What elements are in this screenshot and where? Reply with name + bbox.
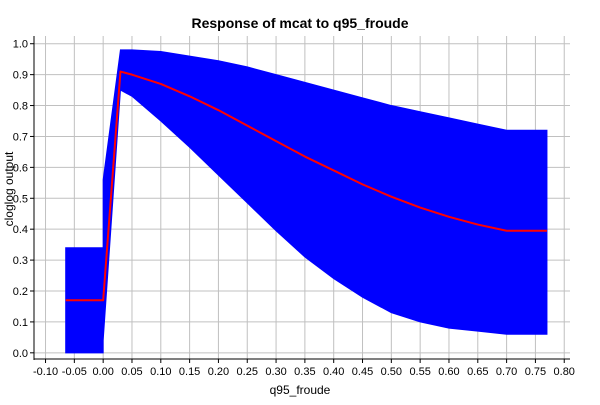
- mean-response-line: [65, 70, 547, 302]
- x-tick-label: 0.15: [179, 366, 200, 378]
- confidence-band: [65, 49, 548, 354]
- x-tick-label: 0.40: [323, 366, 344, 378]
- chart-title: Response of mcat to q95_froude: [191, 15, 408, 31]
- y-tick-label: 0.6: [13, 162, 28, 174]
- y-tick-label: 0.2: [13, 286, 28, 298]
- x-tick-label: 0.70: [496, 366, 517, 378]
- y-tick-label: 0.0: [13, 348, 28, 360]
- x-axis-label: q95_froude: [270, 383, 331, 397]
- x-tick-label: 0.75: [525, 366, 546, 378]
- x-tick-label: 0.65: [467, 366, 488, 378]
- mean-response-path: [65, 70, 547, 302]
- y-tick-label: 0.8: [13, 101, 28, 113]
- y-tick-label: 1.0: [13, 39, 28, 51]
- x-tick-label: 0.00: [92, 366, 113, 378]
- y-tick-label: 0.5: [13, 193, 28, 205]
- x-tick-label: 0.20: [208, 366, 229, 378]
- x-tick-label: 0.10: [150, 366, 171, 378]
- x-tick-label: 0.45: [352, 366, 373, 378]
- x-tick-label: 0.80: [554, 366, 575, 378]
- y-axis-ticks: 0.0 0.1 0.2 0.3 0.4 0.5 0.6 0.7 0.8 0.9 1.0: [13, 39, 34, 360]
- x-tick-label: 0.55: [409, 366, 430, 378]
- x-tick-label: -0.10: [33, 366, 58, 378]
- x-axis-ticks: -0.10 -0.05 0.00 0.05 0.10 0.15 0.20 0.25 0.30 0.…: [33, 359, 575, 378]
- y-tick-label: 0.4: [13, 224, 28, 236]
- y-tick-label: 0.1: [13, 317, 28, 329]
- x-tick-label: 0.35: [294, 366, 315, 378]
- x-tick-label: 0.60: [438, 366, 459, 378]
- y-tick-label: 0.7: [13, 131, 28, 143]
- x-tick-label: -0.05: [62, 366, 87, 378]
- x-tick-label: 0.05: [121, 366, 142, 378]
- y-tick-label: 0.3: [13, 255, 28, 267]
- x-tick-label: 0.50: [381, 366, 402, 378]
- x-tick-label: 0.30: [265, 366, 286, 378]
- x-tick-label: 0.25: [237, 366, 258, 378]
- y-tick-label: 0.9: [13, 70, 28, 82]
- y-axis-label: cloglog output: [2, 151, 16, 226]
- confidence-band-area: [65, 49, 548, 354]
